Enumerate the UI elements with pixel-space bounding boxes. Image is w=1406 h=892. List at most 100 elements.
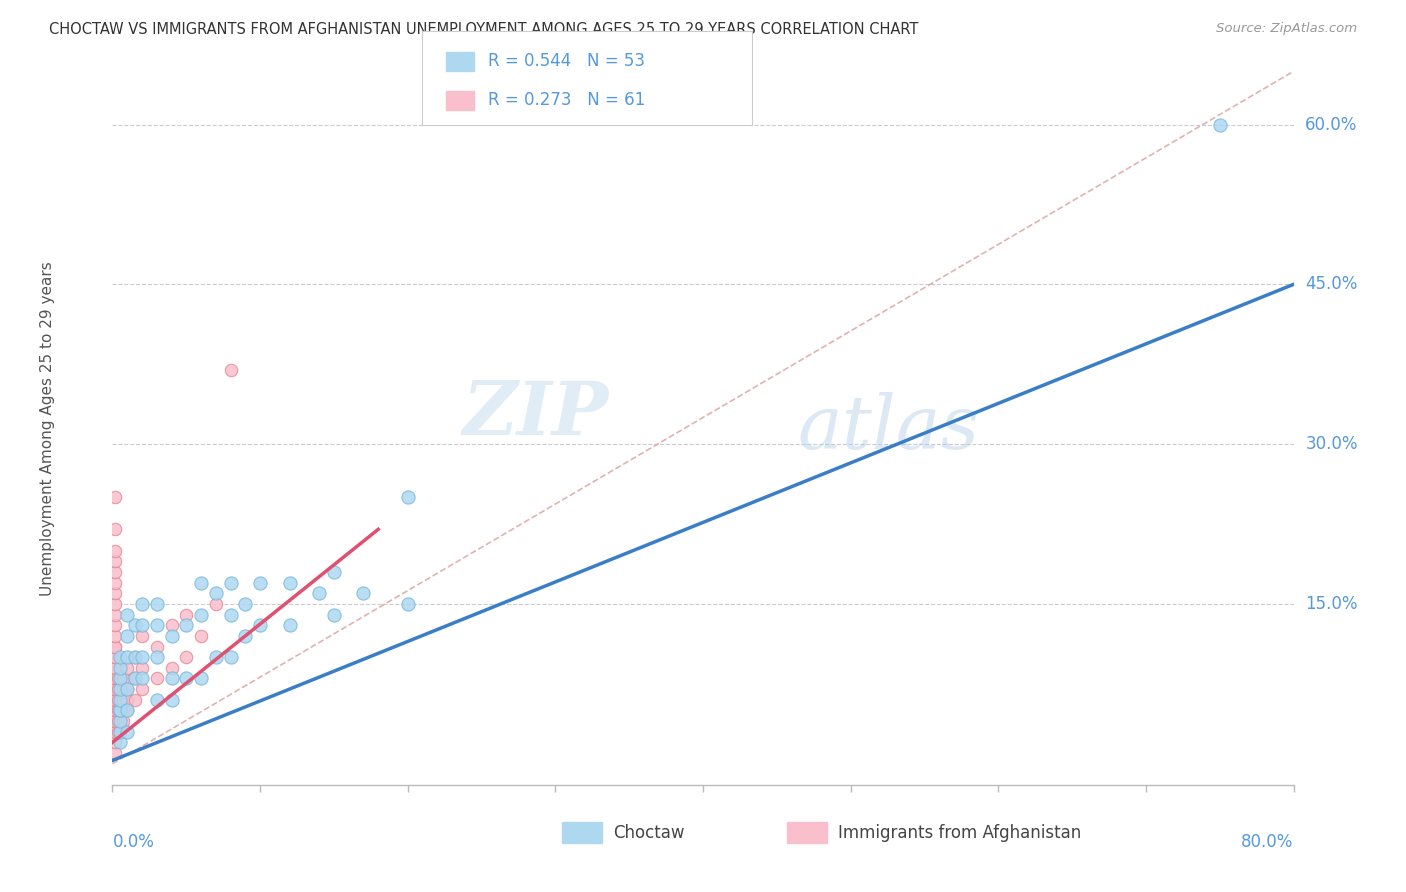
Point [104,714,127,728]
Point [107,703,129,717]
Point [205,650,228,665]
Point [104,629,127,643]
Point [117,682,138,697]
Point [174,618,197,632]
Point [104,491,127,505]
Point [174,650,197,665]
Point [233,629,256,643]
Point [104,703,127,717]
Point [124,650,146,665]
Point [107,724,129,739]
Point [117,724,138,739]
Point [146,618,169,632]
Point [205,586,228,600]
Text: 45.0%: 45.0% [1305,276,1358,293]
Point [108,692,131,706]
Point [104,522,127,536]
Text: 60.0%: 60.0% [1305,116,1358,134]
Point [108,661,131,675]
Point [131,597,153,611]
Point [1208,118,1232,132]
Text: Source: ZipAtlas.com: Source: ZipAtlas.com [1216,22,1357,36]
Point [131,672,153,686]
Point [160,629,183,643]
Point [146,597,169,611]
Point [104,724,127,739]
Point [111,703,134,717]
Point [190,607,212,622]
Point [219,650,242,665]
Point [104,714,127,728]
Point [104,735,127,749]
Point [219,575,242,590]
Point [323,607,346,622]
Point [111,692,134,706]
Point [104,640,127,654]
Point [323,565,346,579]
Point [219,607,242,622]
Point [108,735,131,749]
Point [104,682,127,697]
Point [190,672,212,686]
Point [111,682,134,697]
Point [131,661,153,675]
Point [117,703,138,717]
Point [104,586,127,600]
Point [104,746,127,760]
Point [104,703,127,717]
Point [108,703,131,717]
Point [117,692,138,706]
Point [104,724,127,739]
Point [111,714,134,728]
Point [190,575,212,590]
Point [104,565,127,579]
Point [104,640,127,654]
Point [396,491,419,505]
Text: Unemployment Among Ages 25 to 29 years: Unemployment Among Ages 25 to 29 years [39,260,55,596]
Text: CHOCTAW VS IMMIGRANTS FROM AFGHANISTAN UNEMPLOYMENT AMONG AGES 25 TO 29 YEARS CO: CHOCTAW VS IMMIGRANTS FROM AFGHANISTAN U… [49,22,918,37]
Point [104,607,127,622]
Point [131,618,153,632]
Point [124,672,146,686]
Point [117,650,138,665]
Point [108,703,131,717]
Text: R = 0.273   N = 61: R = 0.273 N = 61 [488,92,645,110]
Point [117,661,138,675]
Point [233,597,256,611]
Point [352,586,374,600]
Point [104,692,127,706]
Point [104,672,127,686]
Point [160,661,183,675]
Point [104,618,127,632]
Text: 80.0%: 80.0% [1241,833,1294,851]
Text: 30.0%: 30.0% [1305,435,1358,453]
Point [108,724,131,739]
Text: Immigrants from Afghanistan: Immigrants from Afghanistan [838,824,1081,842]
Text: atlas: atlas [797,392,980,465]
Point [108,650,131,665]
Point [107,672,129,686]
Point [108,714,131,728]
Point [117,629,138,643]
Point [111,672,134,686]
Point [174,672,197,686]
Point [146,640,169,654]
Point [104,575,127,590]
Point [124,618,146,632]
Point [160,692,183,706]
Point [117,703,138,717]
Point [124,650,146,665]
Point [219,362,242,376]
Point [104,543,127,558]
Point [107,682,129,697]
Point [104,661,127,675]
Point [205,597,228,611]
Point [131,682,153,697]
Point [160,672,183,686]
Point [131,650,153,665]
Point [104,682,127,697]
Text: 0.0%: 0.0% [112,833,155,851]
Point [190,629,212,643]
Point [108,672,131,686]
Point [117,607,138,622]
